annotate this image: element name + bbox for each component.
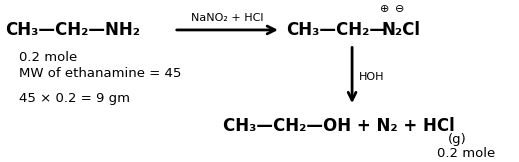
Text: 0.2 mole: 0.2 mole xyxy=(437,147,496,160)
Text: CH₃—CH₂—OH + N₂ + HCl: CH₃—CH₂—OH + N₂ + HCl xyxy=(223,116,455,134)
Text: CH₃—CH₂—NH₂: CH₃—CH₂—NH₂ xyxy=(5,21,140,39)
Text: HOH: HOH xyxy=(359,72,385,82)
Text: ⊕: ⊕ xyxy=(380,5,389,14)
Text: (g): (g) xyxy=(448,133,467,146)
Text: N₂Cl: N₂Cl xyxy=(382,21,421,39)
Text: MW of ethanamine = 45: MW of ethanamine = 45 xyxy=(19,67,181,80)
Text: NaNO₂ + HCl: NaNO₂ + HCl xyxy=(191,13,264,23)
Text: CH₃—CH₂—: CH₃—CH₂— xyxy=(286,21,386,39)
Text: 0.2 mole: 0.2 mole xyxy=(19,51,77,64)
Text: 45 × 0.2 = 9 gm: 45 × 0.2 = 9 gm xyxy=(19,92,130,105)
Text: ⊖: ⊖ xyxy=(394,5,404,14)
